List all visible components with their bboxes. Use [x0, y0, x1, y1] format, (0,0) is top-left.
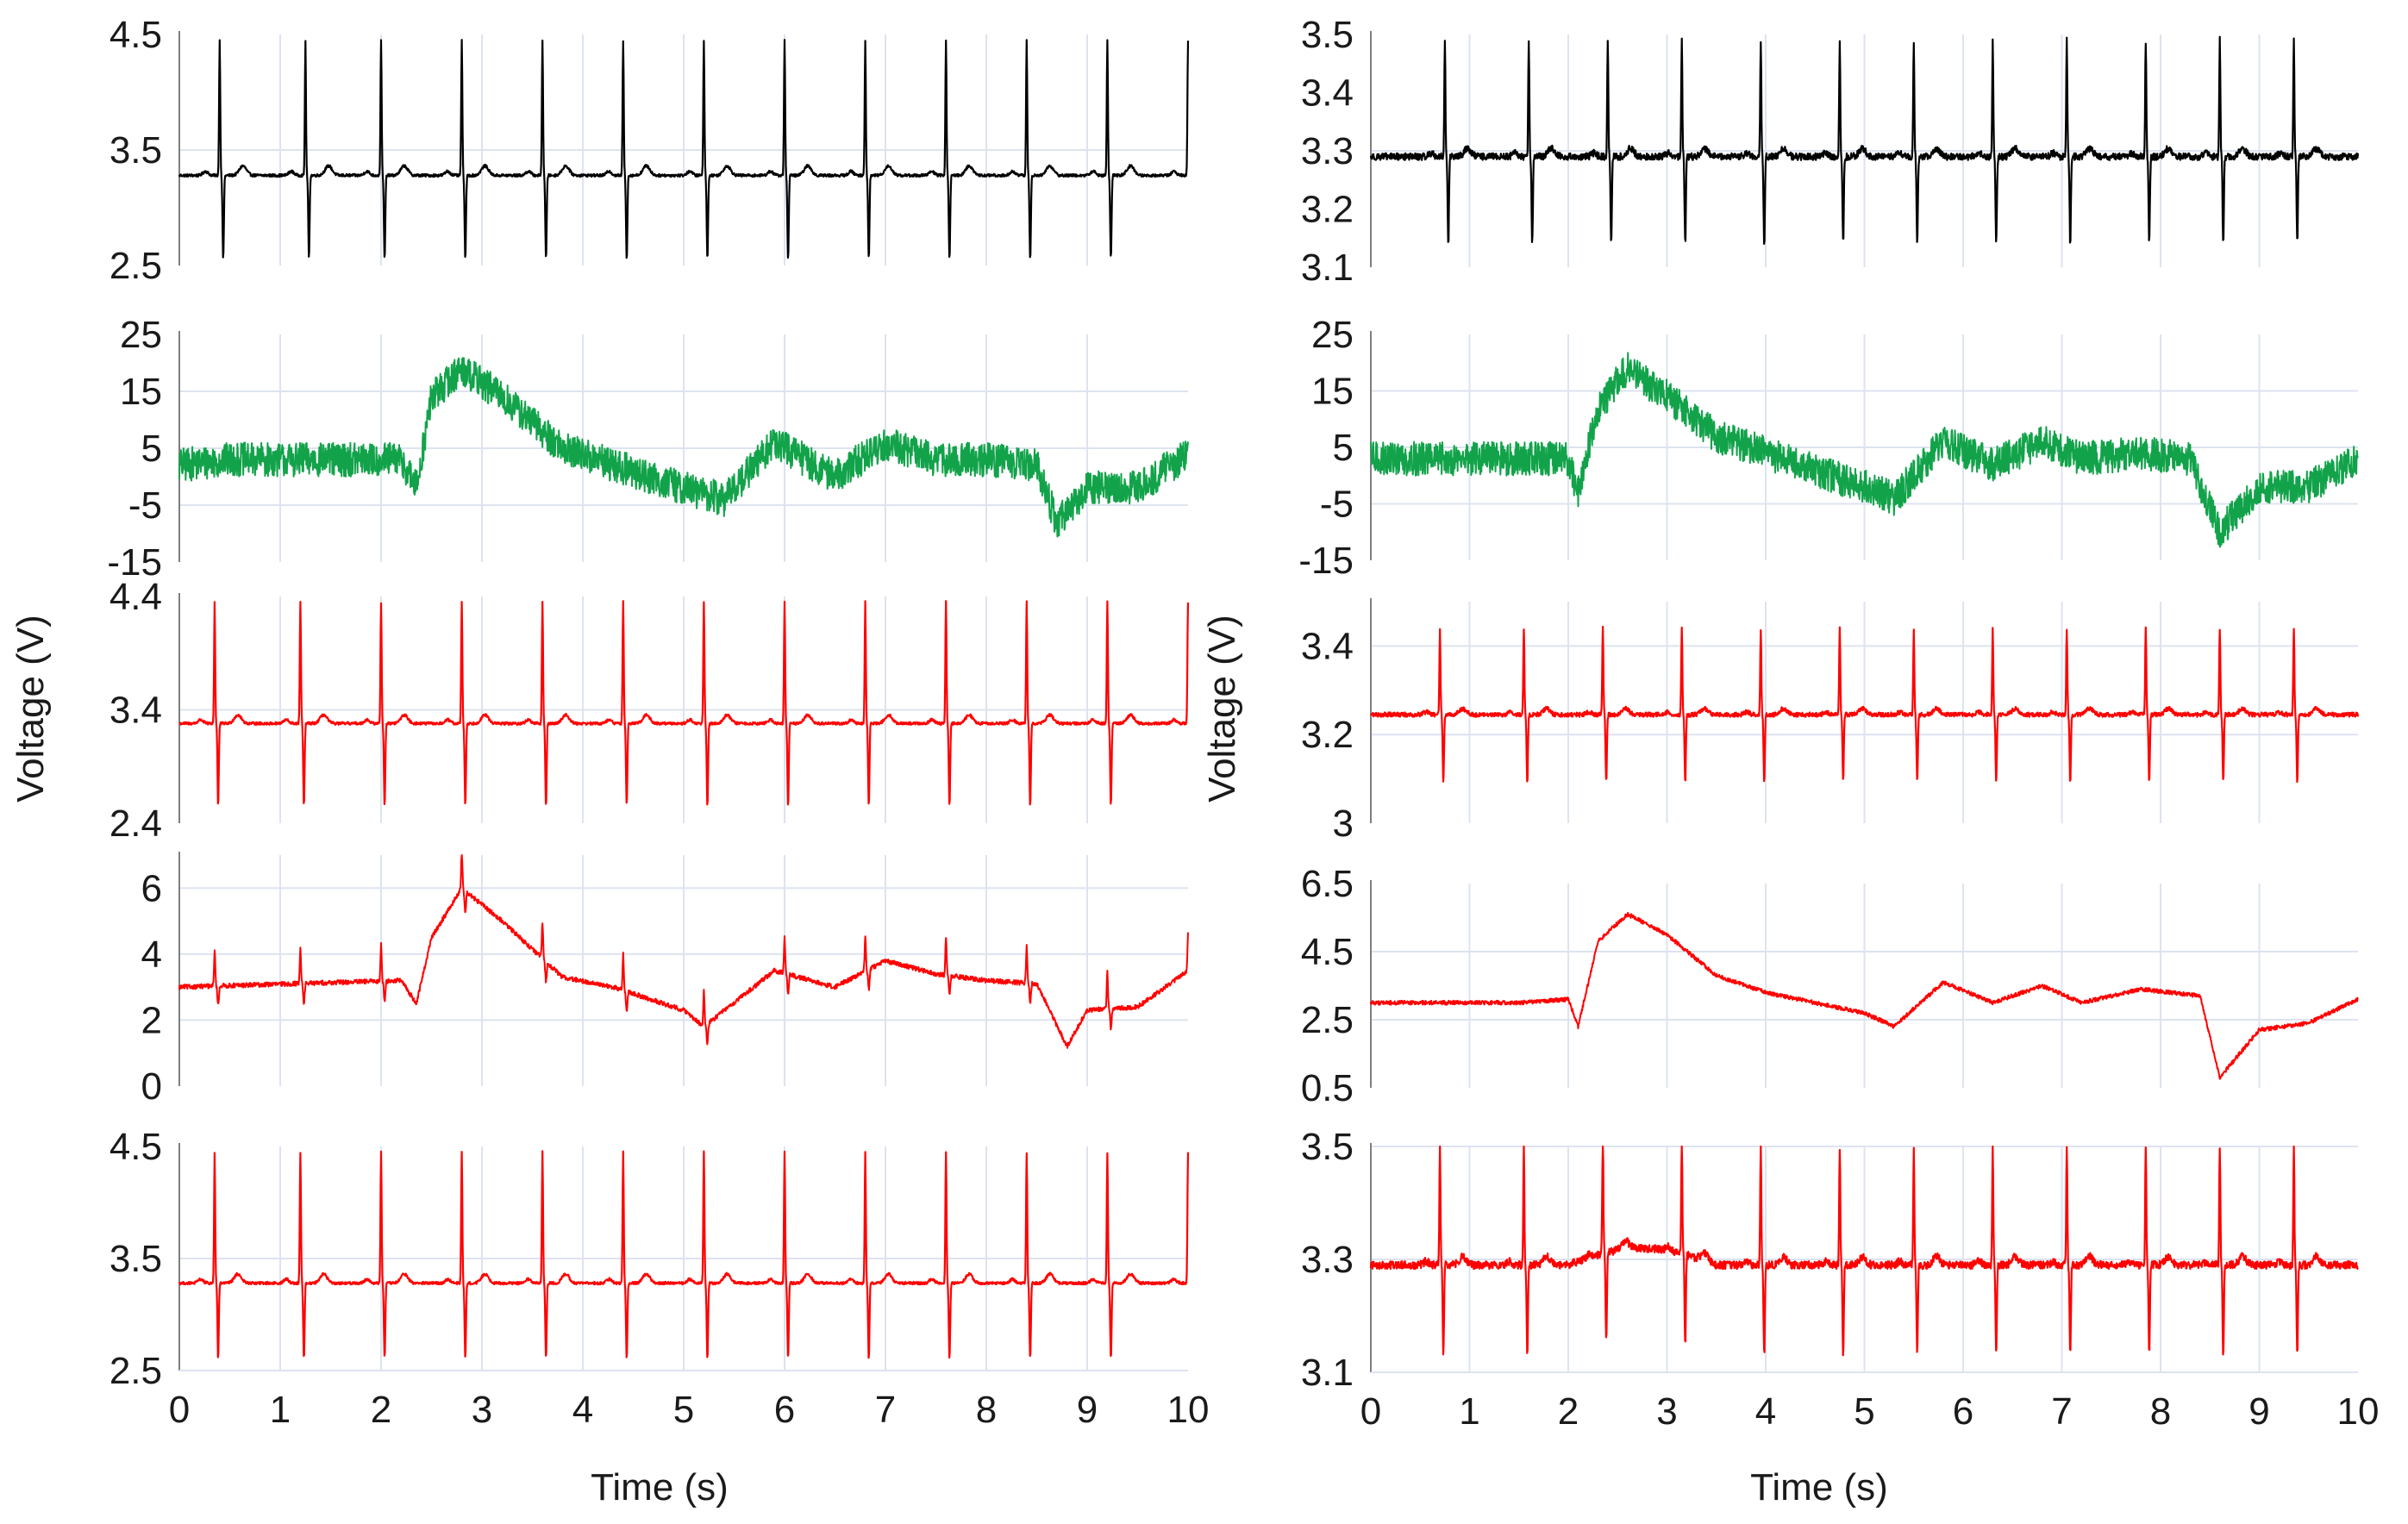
panel-right-4: 0.5 2.5 4.5 6.5 [1301, 863, 2359, 1109]
series-line [178, 39, 1190, 259]
y-tick-label: 15 [1311, 371, 1354, 413]
y-tick-label: -15 [1298, 540, 1354, 582]
x-tick-label: 7 [875, 1389, 896, 1431]
x-tick-label: 5 [673, 1389, 694, 1431]
y-tick-label: 6.5 [1301, 863, 1354, 905]
series-line [178, 600, 1190, 806]
panel-left-4: 0 2 4 6 [141, 852, 1189, 1108]
y-tick-label: 3.5 [1301, 1126, 1354, 1168]
x-tick-label: 10 [1167, 1389, 1210, 1431]
y-tick-label: 2.5 [1301, 999, 1354, 1041]
series-line [178, 357, 1189, 538]
y-tick-label: 3.4 [1301, 72, 1354, 115]
panel-right-1: 3.1 3.2 3.3 3.4 3.5 [1301, 14, 2360, 289]
y-tick-label: 25 [120, 314, 162, 356]
y-tick-label: 2 [141, 999, 162, 1041]
x-tick-label: 2 [371, 1389, 391, 1431]
x-tick-label: 4 [572, 1389, 593, 1431]
y-tick-label: 3.5 [109, 129, 162, 172]
y-tick-label: 4.4 [109, 576, 162, 618]
y-tick-label: 0.5 [1301, 1067, 1354, 1109]
panel-left-2: -15 -5 5 15 25 [107, 314, 1189, 584]
x-tick-label: 5 [1854, 1390, 1874, 1433]
x-tick-label: 8 [976, 1389, 997, 1431]
x-tick-label: 8 [2150, 1390, 2171, 1433]
y-tick-label: -5 [128, 484, 162, 527]
series-line [1370, 352, 2359, 548]
y-tick-label: 3.4 [109, 690, 162, 732]
x-tick-label: 0 [1360, 1390, 1381, 1433]
y-tick-label: 2.4 [109, 803, 162, 845]
y-tick-label: 3.5 [1301, 14, 1354, 56]
x-tick-label: 7 [2051, 1390, 2072, 1433]
y-tick-label: 3.5 [109, 1238, 162, 1280]
panel-right-2: -15 -5 5 15 25 [1298, 314, 2359, 582]
y-tick-label: -5 [1320, 484, 1354, 526]
y-tick-label: 4.5 [1301, 931, 1354, 973]
y-tick-label: 3.4 [1301, 625, 1354, 667]
y-tick-label: 3.3 [1301, 130, 1354, 172]
y-tick-label: 3 [1333, 803, 1354, 845]
y-tick-label: 5 [141, 428, 162, 470]
x-tick-label: 6 [1953, 1390, 1973, 1433]
x-axis-title-left: Time (s) [591, 1466, 729, 1508]
y-tick-label: 4.5 [109, 14, 162, 56]
series-line [1369, 1145, 2359, 1357]
y-tick-label: 2.5 [109, 245, 162, 287]
x-tick-label: 9 [2249, 1390, 2269, 1433]
x-tick-label: 9 [1077, 1389, 1098, 1431]
x-tick-label: 0 [169, 1389, 190, 1431]
y-tick-label: 3.2 [1301, 714, 1354, 756]
panel-right-3: 3 3.2 3.4 [1301, 598, 2360, 845]
panel-left-1: 2.5 3.5 4.5 [109, 14, 1190, 287]
x-tick-label: 1 [270, 1389, 291, 1431]
panels-group: 2.53.54.5-15-5515252.43.44.402462.53.54.… [107, 14, 2379, 1433]
x-tick-label: 10 [2337, 1390, 2380, 1433]
x-tick-label: 1 [1459, 1390, 1479, 1433]
y-tick-label: 0 [141, 1065, 162, 1108]
y-tick-label: 5 [1333, 427, 1354, 469]
x-axis-title-right: Time (s) [1750, 1466, 1888, 1508]
series-line [1370, 625, 2360, 784]
y-tick-label: 3.2 [1301, 189, 1354, 231]
y-tick-label: 3.3 [1301, 1239, 1354, 1281]
y-tick-label: 4.5 [109, 1126, 162, 1168]
x-tick-label: 6 [774, 1389, 795, 1431]
series-line [178, 1150, 1190, 1359]
series-line [1370, 911, 2359, 1080]
y-tick-label: -15 [107, 541, 162, 584]
panel-right-5: 3.1 3.3 3.5 0 1 2 3 4 5 6 7 8 9 10 [1301, 1126, 2380, 1433]
y-axis-title-left: Voltage (V) [9, 615, 52, 803]
y-tick-label: 6 [141, 867, 162, 909]
x-tick-label: 3 [472, 1389, 492, 1431]
y-tick-label: 25 [1311, 314, 1354, 356]
panel-left-3: 2.4 3.4 4.4 [109, 576, 1190, 845]
series-line [178, 854, 1189, 1049]
series-line [1369, 35, 2360, 245]
y-tick-label: 15 [120, 371, 162, 413]
y-tick-label: 2.5 [109, 1350, 162, 1392]
x-tick-label: 2 [1558, 1390, 1579, 1433]
x-tick-label: 3 [1656, 1390, 1677, 1433]
y-axis-title-right: Voltage (V) [1201, 615, 1243, 803]
y-tick-label: 4 [141, 934, 162, 976]
x-tick-label: 4 [1755, 1390, 1776, 1433]
y-tick-label: 3.1 [1301, 247, 1354, 289]
panel-left-5: 2.5 3.5 4.5 0 1 2 3 4 5 6 7 8 9 10 [109, 1126, 1210, 1431]
y-tick-label: 3.1 [1301, 1352, 1354, 1394]
